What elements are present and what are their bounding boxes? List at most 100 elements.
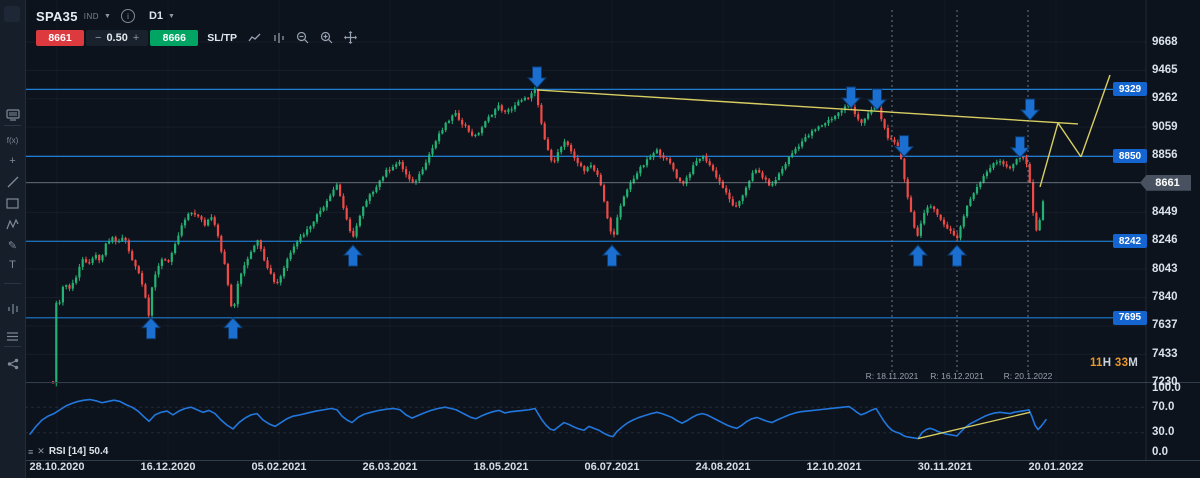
candle-body: [355, 225, 358, 237]
timeframe-selector[interactable]: D1: [148, 10, 164, 22]
countdown-hours-unit: H: [1102, 357, 1115, 369]
decrease-volume-button[interactable]: −: [95, 31, 102, 44]
draw-tool-icon[interactable]: ✎: [7, 239, 18, 252]
candle-body: [758, 170, 761, 173]
sell-button[interactable]: 8661: [36, 29, 84, 46]
candle-body: [612, 231, 616, 235]
candle-body: [533, 89, 536, 94]
time-axis-label: 30.11.2021: [917, 461, 973, 473]
candle-body: [203, 219, 206, 226]
pan-move-icon[interactable]: [344, 31, 358, 44]
buy-arrow-marker[interactable]: [222, 317, 244, 340]
candle-body: [985, 171, 988, 177]
shapes-tool-icon[interactable]: [0, 194, 25, 212]
sell-arrow-marker[interactable]: [1009, 136, 1031, 159]
indicators-fx-icon[interactable]: f(x): [6, 135, 19, 145]
candle-body: [484, 121, 487, 128]
candle-body: [154, 274, 157, 288]
buy-arrow-marker[interactable]: [140, 317, 162, 340]
buy-arrow-marker[interactable]: [601, 244, 623, 267]
candle-body: [830, 119, 833, 121]
candle-body: [299, 236, 302, 242]
share-icon[interactable]: [0, 355, 25, 373]
candle-body: [857, 114, 860, 120]
trendline-drawing[interactable]: [536, 89, 1079, 125]
buy-arrow-marker[interactable]: [907, 244, 929, 267]
sell-arrow-marker[interactable]: [1019, 98, 1041, 121]
candle-body: [282, 267, 286, 277]
candle-body: [570, 144, 573, 152]
trendline-drawing[interactable]: [1080, 74, 1111, 158]
text-tool-icon[interactable]: T: [9, 259, 16, 271]
candle-body: [655, 149, 658, 154]
candle-body: [84, 259, 88, 263]
price-axis-label: 9262: [1152, 92, 1178, 105]
candle-body: [329, 195, 332, 201]
crosshair-icon[interactable]: +: [9, 155, 16, 167]
price-axis-label: 8043: [1152, 262, 1178, 275]
candle-body: [471, 131, 474, 136]
oscillator-icon[interactable]: [0, 300, 25, 318]
zoom-out-icon[interactable]: [296, 31, 309, 44]
increase-volume-button[interactable]: +: [132, 31, 140, 44]
candle-body: [517, 101, 520, 106]
rsi-trendline-drawing[interactable]: [917, 411, 1031, 440]
market-type-label: IND: [83, 11, 100, 21]
candle-body: [127, 240, 130, 252]
objects-list-icon[interactable]: [0, 327, 25, 345]
candle-body: [500, 105, 503, 111]
sltp-button[interactable]: SL/TP: [207, 31, 238, 44]
candle-body: [705, 156, 708, 162]
info-icon[interactable]: i: [120, 9, 135, 23]
trendline-tool-icon[interactable]: [0, 173, 25, 191]
candle-body: [781, 168, 784, 174]
trendline-drawing[interactable]: [1057, 122, 1082, 158]
candle-body: [190, 212, 193, 215]
candle-body: [939, 214, 942, 220]
sell-arrow-marker[interactable]: [526, 66, 548, 89]
candle-body: [213, 217, 216, 225]
buy-button[interactable]: 8666: [150, 29, 199, 46]
candle-body: [65, 285, 68, 287]
candle-body: [309, 226, 312, 230]
symbol-dropdown-caret-icon[interactable]: ▼: [104, 12, 111, 20]
menu-button[interactable]: [4, 6, 20, 22]
rsi-settings-icon[interactable]: ≡: [28, 446, 34, 457]
candle-body: [236, 283, 239, 305]
candle-body: [741, 195, 744, 201]
sell-arrow-marker[interactable]: [840, 86, 862, 109]
candle-body: [1008, 166, 1012, 169]
candle-body: [114, 237, 117, 242]
rsi-close-icon[interactable]: ✕: [37, 446, 45, 456]
pattern-tool-icon[interactable]: [0, 215, 25, 233]
price-axis-label: 8856: [1152, 149, 1178, 161]
sell-arrow-marker[interactable]: [893, 135, 915, 158]
layout-display-icon[interactable]: [0, 106, 25, 124]
volatility-icon[interactable]: [273, 32, 285, 44]
candle-body: [728, 192, 731, 200]
candle-body: [164, 259, 167, 261]
chart-type-icon[interactable]: [248, 32, 262, 44]
candle-body: [949, 228, 952, 231]
candle-body: [183, 219, 187, 226]
candle-body: [840, 110, 843, 113]
buy-arrow-marker[interactable]: [946, 244, 968, 267]
candle-body: [754, 170, 757, 173]
trendline-drawing[interactable]: [1039, 122, 1059, 188]
candle-body: [365, 200, 368, 207]
candle-body: [78, 266, 81, 278]
candle-body: [560, 146, 563, 153]
candle-body: [395, 164, 398, 167]
timeframe-dropdown-caret-icon[interactable]: ▼: [168, 12, 175, 20]
zoom-in-icon[interactable]: [320, 31, 333, 44]
candle-body: [609, 218, 612, 232]
candle-body: [124, 237, 127, 241]
buy-arrow-marker[interactable]: [342, 244, 364, 267]
sell-arrow-marker[interactable]: [866, 88, 888, 111]
candle-body: [292, 246, 295, 253]
candle-body: [249, 251, 253, 259]
symbol-name[interactable]: SPA35: [36, 8, 78, 24]
candle-body: [992, 163, 995, 168]
candle-body: [669, 158, 672, 164]
candle-body: [659, 149, 662, 156]
